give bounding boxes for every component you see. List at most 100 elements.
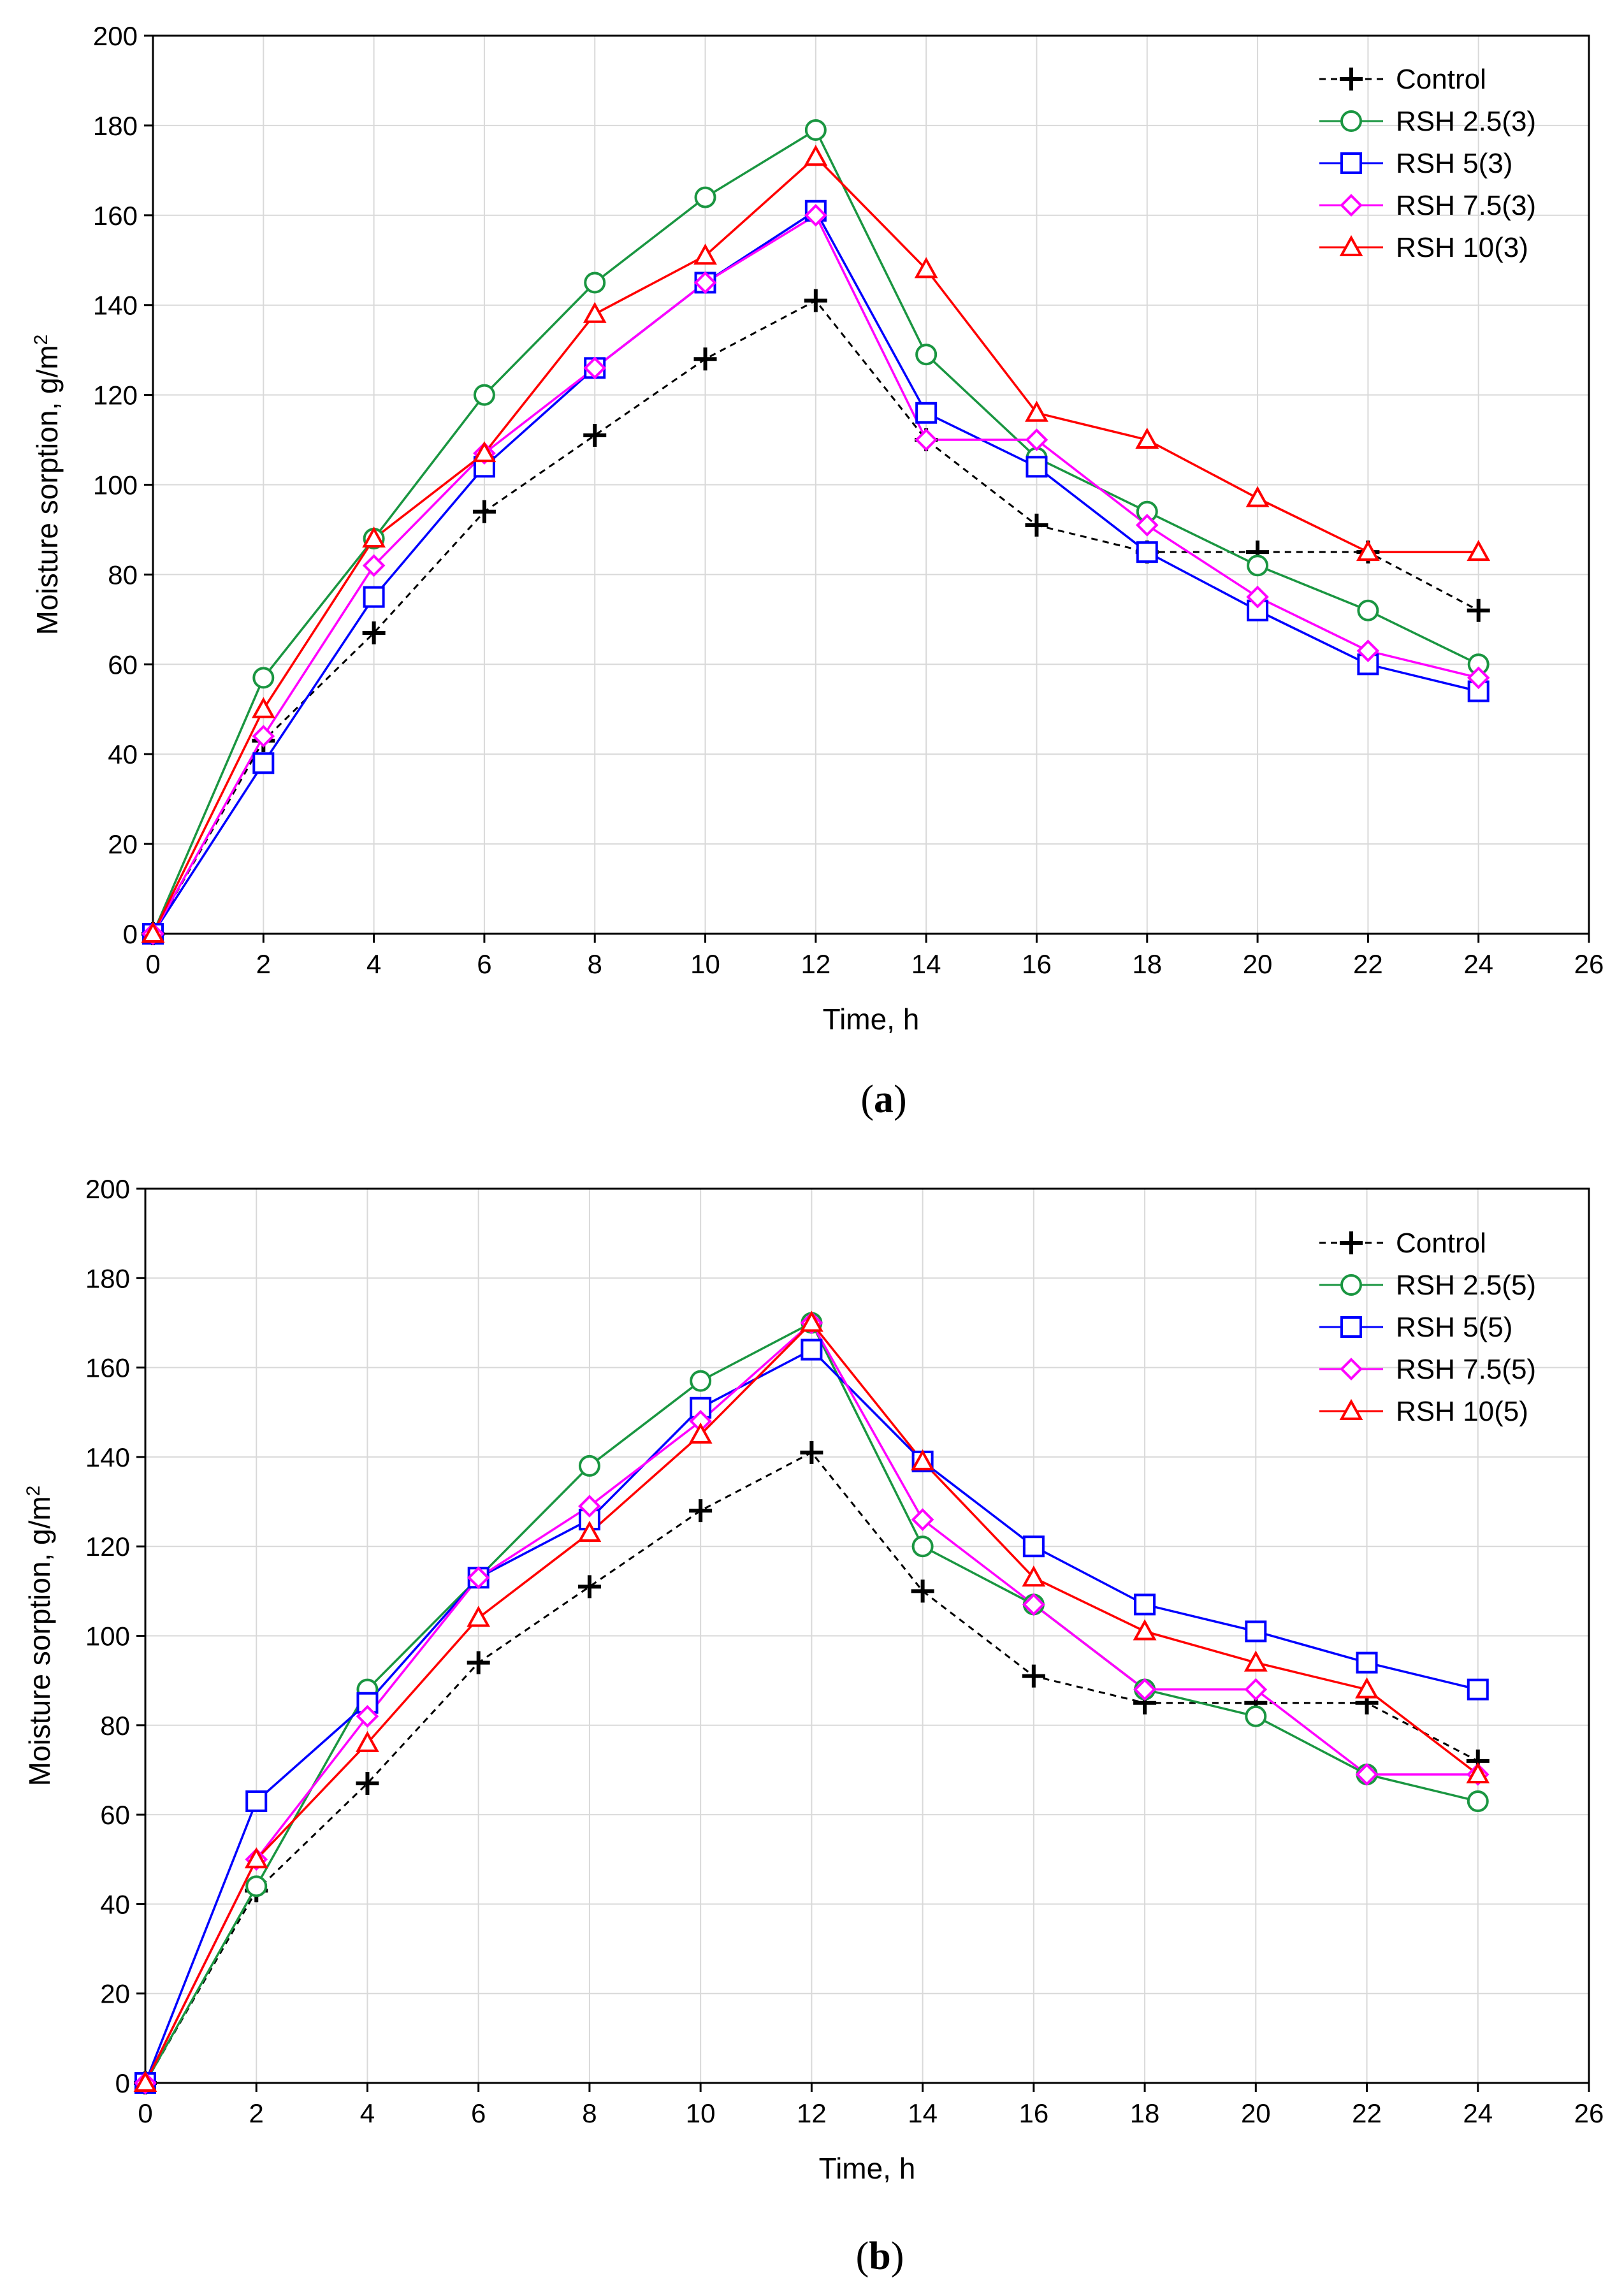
data-point-1 <box>804 119 827 141</box>
data-point-0 <box>362 621 386 644</box>
data-point-3 <box>1025 428 1048 451</box>
legend-label: RSH 10(3) <box>1396 232 1528 263</box>
data-point-3 <box>583 356 607 380</box>
data-point-0 <box>577 1575 601 1599</box>
data-point-4 <box>693 243 717 265</box>
data-point-3 <box>467 1566 490 1590</box>
data-point-2 <box>915 402 938 424</box>
data-point-4 <box>1243 1650 1268 1672</box>
x-tick-label: 20 <box>1241 2098 1271 2128</box>
legend: Control RSH 2.5(5) RSH 5(5) RSH 7.5(5) RSH 1… <box>1319 1228 1536 1427</box>
data-point-0 <box>1022 1664 1045 1688</box>
data-point-4 <box>583 301 607 323</box>
x-axis-title: Time, h <box>823 1003 920 1036</box>
data-point-4 <box>577 1521 602 1542</box>
legend-marker <box>1340 152 1362 174</box>
data-point-1 <box>1245 1705 1267 1727</box>
legend-marker <box>1340 1316 1362 1338</box>
data-point-3 <box>1244 1678 1268 1701</box>
x-tick-label: 22 <box>1352 2098 1382 2128</box>
data-point-3 <box>1133 1678 1156 1701</box>
data-point-3 <box>911 1508 934 1531</box>
x-tick-label: 26 <box>1574 949 1604 979</box>
data-point-1 <box>1247 555 1269 577</box>
y-tick-label: 120 <box>93 381 138 410</box>
y-tick-label: 100 <box>85 1621 130 1651</box>
chart-panel-b: 0 2 4 6 8 10 12 14 16 18 20 22 24 2602040608010012014… <box>23 1174 1604 2278</box>
data-point-0 <box>804 289 827 312</box>
x-tick-label: 6 <box>477 949 491 979</box>
x-tick-label: 10 <box>686 2098 716 2128</box>
panel-label: (b) <box>856 2235 904 2278</box>
data-point-1 <box>578 1454 600 1477</box>
legend-marker <box>1340 1358 1363 1381</box>
data-point-4 <box>472 441 497 463</box>
data-point-2 <box>801 1338 823 1361</box>
data-point-1 <box>584 272 606 294</box>
data-point-4 <box>1467 540 1491 562</box>
x-tick-label: 24 <box>1463 2098 1493 2128</box>
x-tick-label: 4 <box>366 949 381 979</box>
y-tick-label: 60 <box>108 649 138 679</box>
legend-label: RSH 10(5) <box>1396 1396 1528 1427</box>
data-point-2 <box>1026 456 1048 478</box>
x-tick-label: 22 <box>1353 949 1383 979</box>
data-point-1 <box>245 1875 268 1897</box>
data-point-3 <box>1355 1763 1379 1786</box>
legend: Control RSH 2.5(3) RSH 5(3) RSH 7.5(3) RSH 1… <box>1319 64 1536 263</box>
y-tick-label: 40 <box>100 1889 130 1919</box>
legend-label: RSH 5(5) <box>1396 1312 1512 1343</box>
data-point-1 <box>473 384 495 406</box>
data-point-4 <box>1356 540 1380 562</box>
data-point-4 <box>914 257 938 279</box>
panel-label: (a) <box>860 1078 906 1121</box>
y-tick-label: 20 <box>108 829 138 859</box>
x-tick-label: 26 <box>1574 2098 1604 2128</box>
x-axis-title: Time, h <box>819 2152 916 2185</box>
x-tick-label: 6 <box>471 2098 486 2128</box>
data-point-1 <box>252 667 275 689</box>
x-tick-label: 16 <box>1019 2098 1048 2128</box>
data-point-3 <box>1467 666 1490 690</box>
data-point-4 <box>688 1422 713 1444</box>
data-point-4 <box>362 526 386 548</box>
data-point-0 <box>911 1579 934 1603</box>
chart-panel-a: 0 2 4 6 8 10 12 14 16 18 20 22 24 2602040608010012014… <box>31 21 1604 1121</box>
x-tick-label: 18 <box>1130 2098 1160 2128</box>
y-tick-label: 200 <box>85 1174 130 1204</box>
y-tick-label: 140 <box>85 1442 130 1472</box>
data-point-3 <box>578 1495 601 1518</box>
x-tick-label: 4 <box>360 2098 375 2128</box>
legend-marker <box>1340 194 1363 217</box>
x-tick-label: 8 <box>588 949 602 979</box>
y-tick-label: 180 <box>85 1263 130 1293</box>
data-point-4 <box>141 921 165 943</box>
data-point-4 <box>804 145 828 166</box>
y-tick-label: 120 <box>85 1532 130 1562</box>
legend-marker <box>1339 235 1363 256</box>
data-point-4 <box>1022 1565 1046 1587</box>
data-point-4 <box>1245 486 1270 507</box>
x-tick-label: 2 <box>256 949 271 979</box>
data-point-0 <box>689 1499 713 1523</box>
y-tick-label: 20 <box>100 1979 130 2009</box>
legend-label: RSH 5(3) <box>1396 148 1512 179</box>
data-point-4 <box>467 1606 491 1627</box>
y-tick-label: 80 <box>108 560 138 590</box>
x-tick-label: 20 <box>1243 949 1273 979</box>
y-tick-label: 160 <box>93 201 138 231</box>
data-point-0 <box>356 1771 379 1795</box>
x-tick-label: 0 <box>138 2098 152 2128</box>
y-tick-label: 40 <box>108 739 138 769</box>
data-point-0 <box>800 1440 823 1464</box>
data-point-1 <box>694 186 716 208</box>
data-point-4 <box>251 697 275 718</box>
x-tick-label: 2 <box>249 2098 264 2128</box>
data-point-3 <box>1246 585 1269 609</box>
data-point-0 <box>467 1651 490 1674</box>
data-point-4 <box>1025 400 1048 422</box>
x-tick-label: 14 <box>908 2098 938 2128</box>
data-point-4 <box>799 1310 823 1332</box>
data-point-2 <box>245 1790 268 1813</box>
data-point-4 <box>1466 1762 1490 1783</box>
